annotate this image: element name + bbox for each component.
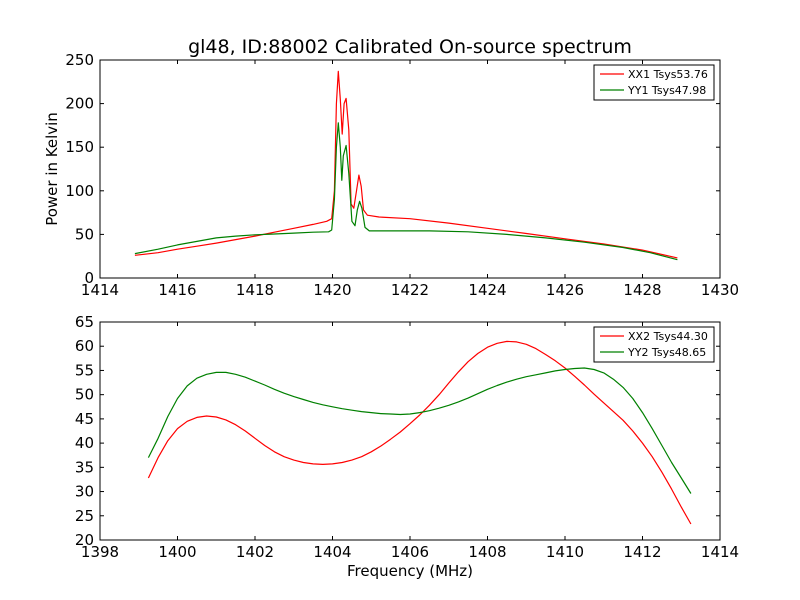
top-x-tick-label: 1416 xyxy=(158,281,196,299)
bottom-x-tick-label: 1402 xyxy=(236,543,274,561)
bottom-chart-y-ticks: 20 25 30 35 40 45 50 55 60 65 xyxy=(75,313,720,549)
top-chart-legend: XX1 Tsys53.76 YY1 Tsys47.98 xyxy=(593,64,715,101)
bottom-x-tick-label: 1398 xyxy=(81,543,119,561)
top-chart-x-ticks: 1414 1416 1418 1420 1422 1424 1426 1428 1430 xyxy=(81,60,739,299)
bottom-x-tick-label: 1414 xyxy=(701,543,739,561)
bottom-x-tick-label: 1412 xyxy=(623,543,661,561)
top-x-tick-label: 1418 xyxy=(236,281,274,299)
top-legend-label-xx1: XX1 Tsys53.76 xyxy=(628,68,708,81)
bottom-x-tick-label: 1410 xyxy=(546,543,584,561)
top-x-tick-label: 1428 xyxy=(623,281,661,299)
bottom-chart-x-ticks: 1398 1400 1402 1404 1406 1408 1410 1412 1414 xyxy=(81,322,739,561)
top-y-tick-label: 50 xyxy=(75,225,94,243)
bottom-chart-legend: XX2 Tsys44.30 YY2 Tsys48.65 xyxy=(593,326,715,363)
bottom-y-tick-label: 20 xyxy=(75,531,94,549)
bottom-x-tick-label: 1404 xyxy=(313,543,351,561)
bottom-y-tick-label: 65 xyxy=(75,313,94,331)
bottom-x-tick-label: 1408 xyxy=(468,543,506,561)
bottom-y-tick-label: 40 xyxy=(75,434,94,452)
top-chart-series xyxy=(134,70,678,261)
bottom-chart-frame xyxy=(99,321,721,541)
bottom-series-line-yy2 xyxy=(147,367,692,494)
top-y-tick-label: 100 xyxy=(65,182,94,200)
top-series-line-xx1 xyxy=(134,70,678,259)
bottom-y-tick-label: 55 xyxy=(75,361,94,379)
bottom-chart-legend-box xyxy=(593,326,715,363)
bottom-y-tick-label: 60 xyxy=(75,337,94,355)
top-x-tick-label: 1424 xyxy=(468,281,506,299)
top-legend-label-yy1: YY1 Tsys47.98 xyxy=(627,84,706,97)
top-y-tick-label: 150 xyxy=(65,138,94,156)
top-x-tick-label: 1430 xyxy=(701,281,739,299)
bottom-y-tick-label: 25 xyxy=(75,507,94,525)
bottom-y-tick-label: 45 xyxy=(75,410,94,428)
top-chart: gl48, ID:88002 Calibrated On-source spec… xyxy=(43,36,739,299)
top-y-tick-label: 0 xyxy=(84,269,94,287)
bottom-y-tick-label: 30 xyxy=(75,483,94,501)
top-chart-title: gl48, ID:88002 Calibrated On-source spec… xyxy=(188,36,632,58)
top-x-tick-label: 1426 xyxy=(546,281,584,299)
top-x-tick-label: 1420 xyxy=(313,281,351,299)
top-chart-frame xyxy=(99,59,721,279)
top-series-line-yy1 xyxy=(134,122,678,261)
top-x-tick-label: 1414 xyxy=(81,281,119,299)
bottom-chart: Frequency (MHz) 1398 1400 1402 1404 1406 1408… xyxy=(75,313,739,580)
top-chart-ylabel: Power in Kelvin xyxy=(43,112,61,226)
bottom-legend-label-xx2: XX2 Tsys44.30 xyxy=(628,330,708,343)
bottom-x-tick-label: 1400 xyxy=(158,543,196,561)
bottom-y-tick-label: 50 xyxy=(75,386,94,404)
bottom-legend-label-yy2: YY2 Tsys48.65 xyxy=(627,346,706,359)
bottom-y-tick-label: 35 xyxy=(75,458,94,476)
bottom-x-tick-label: 1406 xyxy=(391,543,429,561)
bottom-chart-xlabel: Frequency (MHz) xyxy=(347,562,473,580)
top-y-tick-label: 250 xyxy=(65,51,94,69)
bottom-series-line-xx2 xyxy=(147,340,692,525)
top-chart-y-ticks: 0 50 100 150 200 250 xyxy=(65,51,720,287)
top-chart-legend-box xyxy=(593,64,715,101)
top-x-tick-label: 1422 xyxy=(391,281,429,299)
bottom-chart-series xyxy=(147,340,692,525)
top-y-tick-label: 200 xyxy=(65,95,94,113)
